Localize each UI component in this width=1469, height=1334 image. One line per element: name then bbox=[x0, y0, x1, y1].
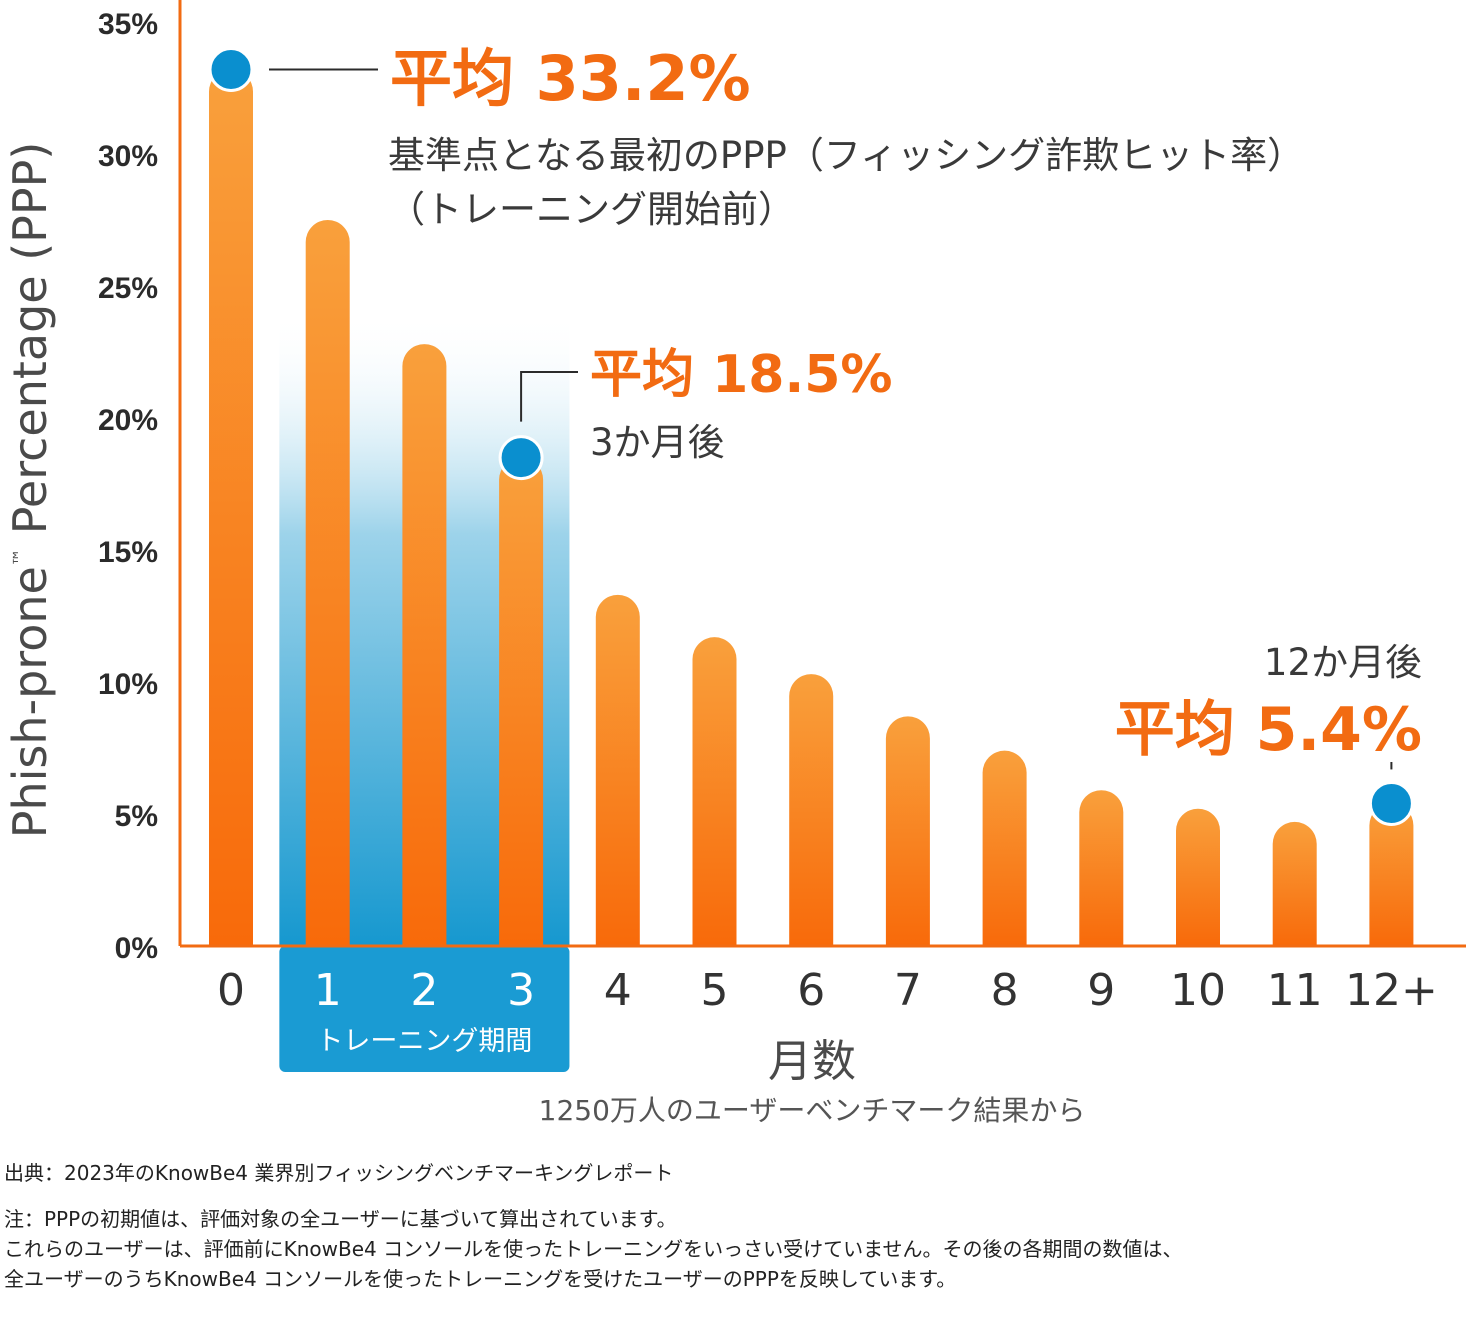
y-tick-label: 35% bbox=[98, 8, 158, 41]
bar-month-5 bbox=[692, 637, 737, 946]
x-tick-label: 5 bbox=[701, 965, 729, 1016]
bar-month-9 bbox=[1079, 790, 1124, 946]
bar-month-6 bbox=[789, 674, 834, 946]
x-tick-label: 9 bbox=[1087, 965, 1115, 1016]
bar-month-12+ bbox=[1369, 803, 1414, 946]
bar-month-3 bbox=[499, 457, 544, 946]
annotation-12-headline: 平均 5.4% bbox=[1115, 695, 1422, 765]
note-line-2: これらのユーザーは、評価前にKnowBe4 コンソールを使ったトレーニングをいっ… bbox=[4, 1237, 1183, 1261]
y-axis-title-main: Phish-prone bbox=[3, 566, 57, 838]
source-note: 出典：2023年のKnowBe4 業界別フィッシングベンチマーキングレポート bbox=[4, 1161, 674, 1185]
x-tick-label: 0 bbox=[217, 965, 245, 1016]
annotation-0-line2: （トレーニング開始前） bbox=[388, 188, 795, 231]
y-tick-label: 30% bbox=[98, 140, 158, 173]
ppp-bar-chart: トレーニング期間 0% 5% 10% 15% 20% 25% 30% 35% 0 1 2 3 4 5 6 7… bbox=[3, 0, 1466, 1127]
x-tick-label: 7 bbox=[894, 965, 922, 1016]
x-tick-label: 10 bbox=[1170, 965, 1226, 1016]
y-tick-label: 15% bbox=[98, 536, 158, 569]
y-tick-label: 0% bbox=[115, 932, 158, 965]
bar-month-8 bbox=[982, 750, 1027, 946]
y-axis-title-rest: Percentage (PPP) bbox=[3, 142, 57, 535]
x-axis-title: 月数 bbox=[768, 1036, 856, 1087]
annotation-3-leader bbox=[520, 371, 578, 422]
y-tick-label: 5% bbox=[115, 800, 158, 833]
annotation-0-headline: 平均 33.2% bbox=[390, 42, 751, 115]
bar-month-10 bbox=[1176, 808, 1220, 946]
y-axis-ticks: 0% 5% 10% 15% 20% 25% 30% 35% bbox=[98, 8, 158, 965]
annotation-3-headline: 平均 18.5% bbox=[590, 345, 893, 405]
x-axis-ticks: 0 1 2 3 4 5 6 7 8 9 10 11 12+ bbox=[217, 965, 1438, 1016]
x-tick-label: 4 bbox=[604, 965, 632, 1016]
x-tick-label: 8 bbox=[991, 965, 1019, 1016]
highlight-marker-12+ bbox=[1368, 780, 1414, 826]
highlight-marker-0 bbox=[208, 47, 254, 93]
annotation-12-line1: 12か月後 bbox=[1264, 641, 1422, 684]
x-tick-label: 6 bbox=[797, 965, 825, 1016]
y-tick-label: 25% bbox=[98, 272, 158, 305]
annotation-0-line1: 基準点となる最初のPPP（フィッシング詐欺ヒット率） bbox=[388, 134, 1304, 177]
y-axis-title-tm: ™ bbox=[10, 548, 31, 566]
footnotes: 出典：2023年のKnowBe4 業界別フィッシングベンチマーキングレポート 注… bbox=[4, 1158, 1464, 1294]
bar-month-2 bbox=[402, 344, 447, 947]
note-line-1: 注：PPPの初期値は、評価対象の全ユーザーに基づいて算出されています。 bbox=[4, 1207, 677, 1231]
note-line-3: 全ユーザーのうちKnowBe4 コンソールを使ったトレーニングを受けたユーザーの… bbox=[4, 1267, 957, 1291]
bar-month-0 bbox=[209, 69, 253, 946]
x-tick-label: 2 bbox=[410, 965, 438, 1016]
x-tick-label: 1 bbox=[314, 965, 342, 1016]
y-axis-title: Phish-prone™ Percentage (PPP) bbox=[3, 142, 57, 839]
chart-subtitle: 1250万人のユーザーベンチマーク結果から bbox=[539, 1094, 1086, 1127]
annotation-3-line1: 3か月後 bbox=[590, 421, 725, 464]
bar-month-1 bbox=[305, 220, 350, 946]
bar-month-7 bbox=[885, 716, 930, 946]
x-tick-label: 11 bbox=[1267, 965, 1323, 1016]
bars bbox=[209, 69, 1414, 947]
bar-month-4 bbox=[595, 594, 640, 946]
highlight-marker-3 bbox=[498, 435, 544, 481]
y-tick-label: 10% bbox=[98, 668, 158, 701]
bar-month-11 bbox=[1272, 821, 1317, 946]
highlight-markers bbox=[208, 47, 1414, 826]
training-period-label: トレーニング期間 bbox=[316, 1026, 532, 1057]
x-tick-label: 3 bbox=[507, 965, 535, 1016]
x-tick-label: 12+ bbox=[1345, 965, 1438, 1016]
annotations: 平均 33.2% 基準点となる最初のPPP（フィッシング詐欺ヒット率） （トレー… bbox=[269, 42, 1422, 770]
training-period-label-box bbox=[279, 946, 570, 1072]
y-tick-label: 20% bbox=[98, 404, 158, 437]
